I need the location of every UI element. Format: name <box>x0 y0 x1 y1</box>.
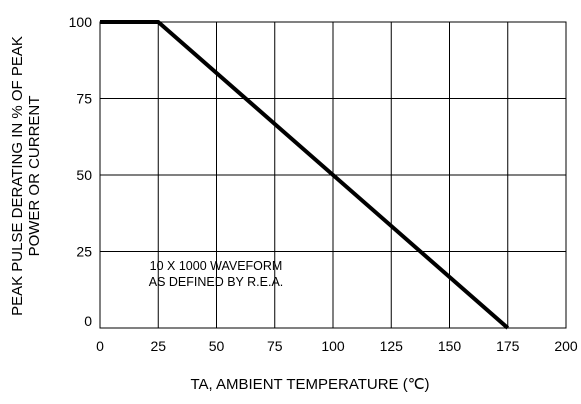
y-tick-label: 75 <box>76 91 92 107</box>
x-tick-label: 125 <box>380 338 404 354</box>
y-axis-label-line-0: PEAK PULSE DERATING IN % OF PEAK <box>9 36 26 316</box>
y-tick-label: 0 <box>84 313 92 329</box>
y-axis-label-line-1: POWER OR CURRENT <box>26 96 43 257</box>
y-tick-labels: 0 25 50 75 100 <box>69 14 93 329</box>
annotation-line-1: AS DEFINED BY R.E.A. <box>149 275 284 289</box>
x-tick-labels: 0 25 50 75 100 125 150 175 200 <box>96 338 578 354</box>
series-group <box>99 20 510 330</box>
x-axis-label: TA, AMBIENT TEMPERATURE (℃) <box>190 376 429 393</box>
x-tick-label: 50 <box>209 338 225 354</box>
x-tick-label: 150 <box>438 338 462 354</box>
x-tick-label: 0 <box>96 338 104 354</box>
x-tick-label: 200 <box>554 338 578 354</box>
waveform-annotation: 10 X 1000 WAVEFORM AS DEFINED BY R.E.A. <box>149 259 284 289</box>
x-tick-label: 175 <box>496 338 520 354</box>
plot-frame <box>99 21 567 329</box>
y-tick-label: 100 <box>69 14 93 30</box>
y-tick-label: 25 <box>76 244 92 260</box>
x-tick-label: 75 <box>267 338 283 354</box>
x-tick-label: 100 <box>321 338 345 354</box>
x-tick-label: 25 <box>150 338 166 354</box>
annotation-line-0: 10 X 1000 WAVEFORM <box>150 259 283 273</box>
y-tick-label: 50 <box>76 167 92 183</box>
y-axis-label: PEAK PULSE DERATING IN % OF PEAKPOWER OR… <box>9 36 43 316</box>
